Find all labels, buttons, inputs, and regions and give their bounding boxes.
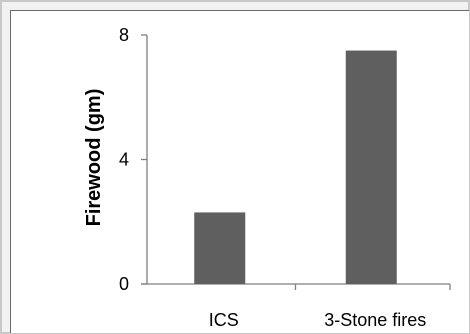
y-axis-label: Firewood (gm)	[83, 89, 105, 227]
bar-ics	[194, 212, 246, 284]
y-tick-label-4: 4	[119, 150, 129, 170]
x-tick-label-ics: ICS	[209, 310, 239, 330]
bar-3-stone-fires	[345, 50, 397, 284]
y-tick-label-0: 0	[119, 274, 129, 294]
axes	[141, 34, 451, 290]
bars	[194, 50, 397, 284]
labels: 0 4 8 ICS 3-Stone fires	[119, 25, 426, 330]
x-tick-label-3-stone-fires: 3-Stone fires	[324, 310, 426, 330]
y-tick-label-8: 8	[119, 25, 129, 45]
